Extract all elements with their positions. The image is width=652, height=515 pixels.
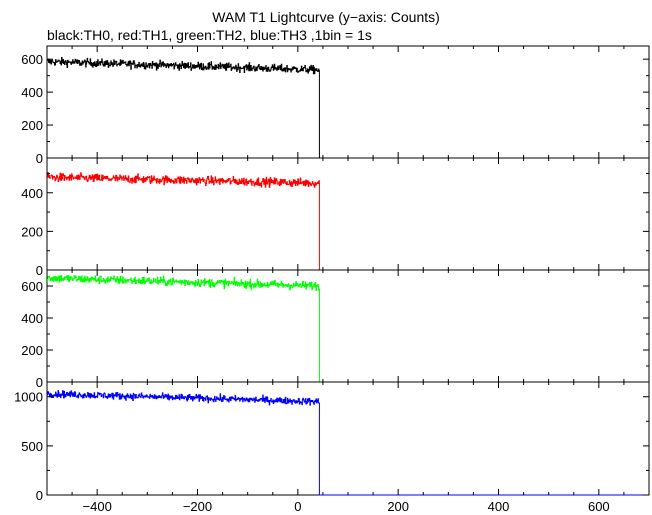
y-tick-label: 400 [21,311,43,326]
panel-frame-th3 [46,381,650,496]
y-tick-label: 0 [36,263,43,278]
y-tick-label: 0 [36,375,43,390]
y-tick-label: 400 [21,85,43,100]
series-line-th2 [47,274,649,383]
x-tick-label: 600 [588,499,610,514]
chart-subtitle: black:TH0, red:TH1, green:TH2, blue:TH3 … [47,27,372,43]
x-tick-label: −200 [183,499,212,514]
series-line-th3 [47,390,649,496]
chart-title: WAM T1 Lightcurve (y−axis: Counts) [212,9,440,25]
y-tick-label: 200 [21,224,43,239]
series-line-th1 [47,172,649,271]
series-line-th0 [47,57,649,159]
x-tick-label: 0 [294,499,301,514]
y-tick-label: 400 [21,186,43,201]
panel-frame-th2 [46,269,650,383]
x-tick-label: −400 [83,499,112,514]
panel-frame-th0 [46,45,650,159]
x-tick-label: 400 [488,499,510,514]
x-tick-label: 200 [387,499,409,514]
y-tick-label: 1000 [14,390,43,405]
y-tick-label: 200 [21,118,43,133]
y-tick-label: 600 [21,279,43,294]
y-tick-label: 0 [36,488,43,503]
y-tick-label: 600 [21,52,43,67]
y-tick-label: 500 [21,439,43,454]
y-tick-label: 200 [21,343,43,358]
y-tick-label: 0 [36,151,43,166]
